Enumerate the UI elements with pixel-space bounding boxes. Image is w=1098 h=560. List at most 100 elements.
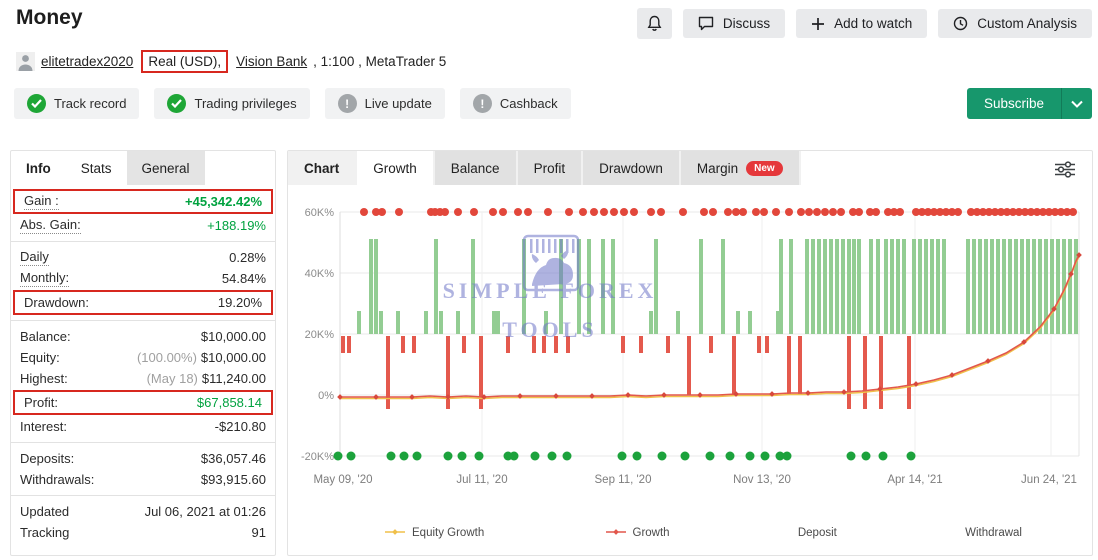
growth-chart-svg: 60K% 40K% 20K% 0% -20K% May 09, '20 Jul 11, '2… [301,207,1082,486]
growth-chart[interactable]: 60K% 40K% 20K% 0% -20K% May 09, '20 Jul 11, '2… [288,185,1092,530]
svg-text:0%: 0% [318,390,334,402]
tab-growth[interactable]: Growth [357,151,433,185]
legend-label: Equity Growth [412,527,485,539]
svg-text:-20K%: -20K% [301,451,334,463]
stat-label: Daily [20,249,49,266]
exclamation-circle-icon: ! [472,94,492,113]
tab-stats[interactable]: Stats [80,160,112,176]
chat-icon [698,16,714,31]
legend-label: Deposit [797,527,837,539]
badge-cashback[interactable]: ! Cashback [459,88,571,119]
stat-row-gain: Gain : +45,342.42% [15,191,271,212]
plus-icon [811,17,825,31]
growth-line-icon [605,527,626,539]
subscribe-dropdown-button[interactable] [1061,88,1092,119]
stat-label: Equity: [20,350,60,365]
badge-label: Live update [364,96,432,111]
stat-value: +45,342.42% [185,194,262,209]
divider [11,442,275,443]
tab-balance[interactable]: Balance [434,151,516,185]
stat-value-prefix: (May 18) [146,371,198,386]
stat-label: Tracking [20,525,70,540]
badge-track-record[interactable]: Track record [14,88,140,119]
header-actions: Discuss Add to watch Custom Analysis [636,8,1092,39]
account-type: Real (USD), [148,54,222,69]
stat-row-updated: Updated Jul 06, 2021 at 01:26 [11,501,275,522]
new-badge: New [746,160,783,176]
legend-label: Withdrawal [965,527,1022,539]
custom-analysis-button[interactable]: Custom Analysis [938,9,1092,38]
check-circle-icon [27,94,46,113]
stat-value: $10,000.00 [200,329,266,344]
tab-label: Profit [533,160,566,176]
svg-text:May 09, '20: May 09, '20 [313,474,372,486]
account-info-panel: Info Stats General Gain : +45,342.42% Abs. G… [10,150,276,556]
exclamation-circle-icon: ! [337,94,357,113]
stat-row-tracking: Tracking 91 [11,522,275,543]
badge-live-update[interactable]: ! Live update [324,88,445,119]
stat-value: (100.00%) $10,000.00 [136,350,266,365]
tab-info[interactable]: Info [26,160,51,176]
red-highlight-box: Gain : +45,342.42% [13,189,273,214]
add-to-watch-button[interactable]: Add to watch [796,9,928,38]
stat-value: -$210.80 [214,419,266,434]
stat-value: $93,915.60 [200,472,266,487]
stat-row-profit: Profit: $67,858.14 [15,392,271,413]
discuss-label: Discuss [722,16,771,31]
legend-item-withdrawal[interactable]: Withdrawal [958,527,1022,539]
discuss-button[interactable]: Discuss [682,9,786,38]
svg-text:Jul 11, '20: Jul 11, '20 [456,474,507,486]
stat-value: 91 [251,525,266,540]
page-title: Money [16,6,83,29]
custom-analysis-label: Custom Analysis [977,16,1077,31]
divider [11,241,275,242]
stat-label: Gain : [24,193,59,210]
badge-label: Cashback [499,96,558,111]
badge-label: Track record [54,96,127,111]
stat-value: Jul 06, 2021 at 01:26 [144,504,266,519]
tab-profit[interactable]: Profit [517,151,582,185]
stat-row-interest: Interest: -$210.80 [11,416,275,437]
svg-text:Jun 24, '21: Jun 24, '21 [1021,474,1077,486]
account-info-row: elitetradex2020 Real (USD), Vision Bank … [16,50,446,73]
tab-drawdown[interactable]: Drawdown [583,151,679,185]
tab-chart[interactable]: Chart [288,151,356,185]
stat-label: Balance: [20,329,71,344]
tab-general[interactable]: General [126,151,205,185]
legend-item-deposit[interactable]: Deposit [791,527,837,539]
legend-label: Growth [632,527,670,539]
account-username-link[interactable]: elitetradex2020 [41,54,134,69]
stat-label: Withdrawals: [20,472,95,487]
chart-settings-sliders-icon[interactable] [1054,161,1076,183]
notification-bell-button[interactable] [636,8,672,39]
tab-margin[interactable]: Margin New [680,151,799,185]
svg-text:Nov 13, '20: Nov 13, '20 [733,474,791,486]
stat-row-absgain: Abs. Gain: +188.19% [11,215,275,236]
svg-text:60K%: 60K% [305,207,335,219]
legend-item-equity-growth[interactable]: Equity Growth [385,527,484,539]
legend-item-growth[interactable]: Growth [605,527,670,539]
subscribe-button[interactable]: Subscribe [966,88,1061,119]
broker-link[interactable]: Vision Bank [236,54,308,69]
stat-value: $36,057.46 [200,451,266,466]
account-details: , 1:100 , MetaTrader 5 [313,54,447,69]
badge-trading-privileges[interactable]: Trading privileges [154,88,310,119]
stat-value: 0.28% [229,250,266,265]
tab-label: Drawdown [599,160,663,176]
tab-label: Growth [373,160,417,176]
svg-text:TOOLS: TOOLS [502,317,597,342]
stat-value-prefix: (100.00%) [136,350,197,365]
info-stats-list: Gain : +45,342.42% Abs. Gain: +188.19% Daily… [11,185,275,543]
svg-text:SIMPLE FOREX: SIMPLE FOREX [443,278,658,303]
stat-value: $67,858.14 [196,395,262,410]
stat-label: Profit: [24,395,58,410]
stat-label: Deposits: [20,451,75,466]
add-to-watch-label: Add to watch [834,16,913,31]
stat-row-balance: Balance: $10,000.00 [11,326,275,347]
red-highlight-box: Profit: $67,858.14 [13,390,273,415]
subscribe-split-button[interactable]: Subscribe [966,88,1092,119]
svg-text:40K%: 40K% [305,268,335,280]
svg-text:Sep 11, '20: Sep 11, '20 [595,474,652,486]
badge-label: Trading privileges [194,96,297,111]
stat-row-withdrawals: Withdrawals: $93,915.60 [11,469,275,490]
